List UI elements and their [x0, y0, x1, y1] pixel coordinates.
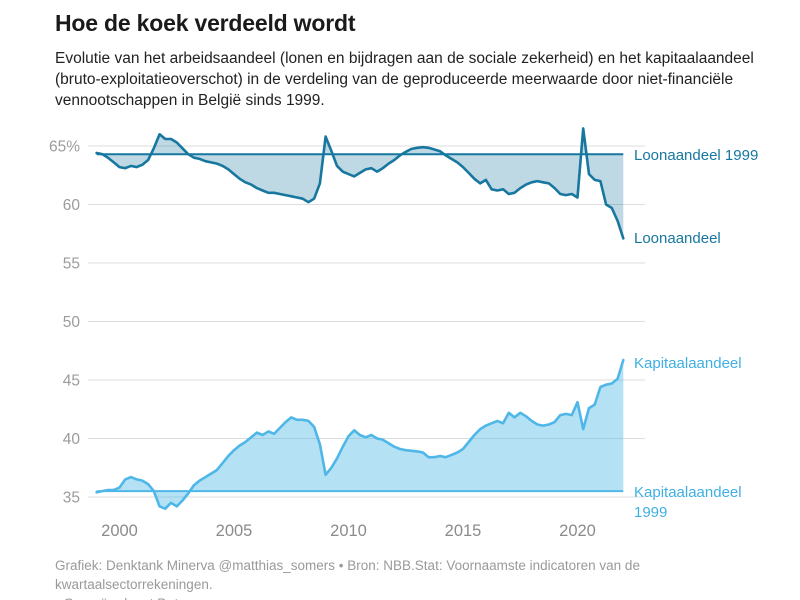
chart-description: Evolutie van het arbeidsaandeel (lonen e…	[55, 50, 754, 109]
kapitaalaandeel-1999-reference-label: Kapitaalaandeel 1999	[634, 484, 742, 521]
kapitaalaandeel-deviation-area	[96, 360, 624, 509]
loonaandeel-line	[95, 127, 625, 240]
y-axis-tick-label: 65%	[49, 139, 80, 156]
x-axis-tick-label: 2005	[216, 522, 253, 540]
x-axis-tick-label: 2015	[445, 522, 482, 540]
kapitaalaandeel-series-label: Kapitaalaandeel	[634, 355, 742, 372]
footer-datawrapper-line: • Gecreëerd met Datawrapper	[55, 594, 765, 600]
x-axis-tick-label: 2000	[101, 522, 138, 540]
y-axis-tick-label: 45	[63, 373, 80, 390]
loonaandeel-series-label: Loonaandeel	[634, 230, 721, 247]
y-axis-tick-label: 60	[63, 197, 81, 214]
kapitaalaandeel-line	[95, 358, 625, 511]
y-axis-tick-label: 50	[63, 314, 81, 331]
footer-credit-line: Grafiek: Denktank Minerva @matthias_some…	[55, 558, 640, 592]
y-axis-tick-label: 55	[63, 256, 80, 273]
x-axis-tick-label: 2020	[559, 522, 596, 540]
loonaandeel-1999-reference-label: Loonaandeel 1999	[634, 147, 759, 164]
chart-footer: Grafiek: Denktank Minerva @matthias_some…	[55, 556, 765, 600]
y-axis-tick-label: 40	[63, 431, 81, 448]
chart-title: Hoe de koek verdeeld wordt	[55, 10, 356, 36]
loonaandeel-deviation-area	[96, 128, 624, 239]
x-axis-tick-label: 2010	[330, 522, 367, 540]
y-axis-tick-label: 35	[63, 490, 80, 507]
chart-header: Hoe de koek verdeeld wordt Evolutie van …	[55, 10, 765, 111]
